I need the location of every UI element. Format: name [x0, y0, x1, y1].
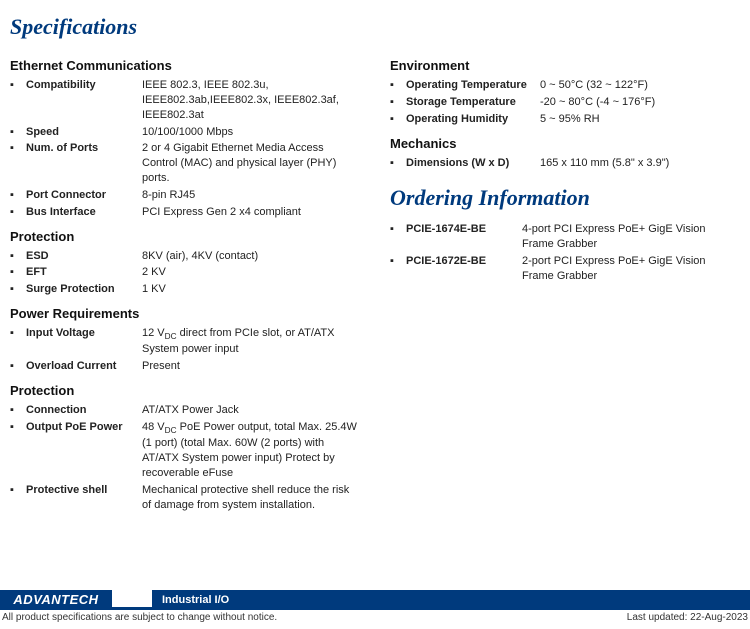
- spec-label: Bus Interface: [26, 205, 136, 220]
- spec-value: 8KV (air), 4KV (contact): [142, 249, 360, 264]
- spec-item: ▪ Dimensions (W x D) 165 x 110 mm (5.8" x …: [390, 155, 740, 172]
- bullet-icon: ▪: [10, 141, 20, 156]
- spec-label: Connection: [26, 403, 136, 418]
- spec-item: ▪ Num. of Ports 2 or 4 Gigabit Ethernet Me…: [10, 140, 360, 187]
- spec-item: ▪ EFT 2 KV: [10, 264, 360, 281]
- spec-item: ▪ Speed 10/100/1000 Mbps: [10, 124, 360, 141]
- bullet-icon: ▪: [10, 403, 20, 418]
- spec-label: Num. of Ports: [26, 141, 136, 156]
- ethernet-list: ▪ Compatibility IEEE 802.3, IEEE 802.3u, I…: [10, 77, 360, 221]
- spec-label: PCIE-1674E-BE: [406, 222, 516, 237]
- footer-category: Industrial I/O: [152, 590, 750, 610]
- bullet-icon: ▪: [390, 78, 400, 93]
- left-column: Ethernet Communications ▪ Compatibility IE…: [10, 50, 360, 520]
- bullet-icon: ▪: [10, 188, 20, 203]
- spec-item: ▪ Connection AT/ATX Power Jack: [10, 402, 360, 419]
- spec-item: ▪ Overload Current Present: [10, 358, 360, 375]
- spec-value: 12 VDC direct from PCIe slot, or AT/ATX …: [142, 326, 360, 357]
- spec-item: ▪ Compatibility IEEE 802.3, IEEE 802.3u, I…: [10, 77, 360, 124]
- spec-label: Overload Current: [26, 359, 136, 374]
- mechanics-list: ▪ Dimensions (W x D) 165 x 110 mm (5.8" x …: [390, 155, 740, 172]
- spec-value: 5 ~ 95% RH: [540, 112, 740, 127]
- spec-label: Port Connector: [26, 188, 136, 203]
- spec-item: ▪ Operating Humidity 5 ~ 95% RH: [390, 111, 740, 128]
- bullet-icon: ▪: [390, 254, 400, 269]
- spec-label: Operating Humidity: [406, 112, 534, 127]
- bullet-icon: ▪: [10, 125, 20, 140]
- spec-item: ▪ Output PoE Power 48 VDC PoE Power output…: [10, 419, 360, 482]
- power-list: ▪ Input Voltage 12 VDC direct from PCIe sl…: [10, 325, 360, 375]
- spec-value: IEEE 802.3, IEEE 802.3u, IEEE802.3ab,IEE…: [142, 78, 360, 123]
- environment-heading: Environment: [390, 58, 740, 73]
- page-footer: ADVANTECH Industrial I/O All product spe…: [0, 590, 750, 629]
- spec-label: Dimensions (W x D): [406, 156, 534, 171]
- spec-item: ▪ Operating Temperature 0 ~ 50°C (32 ~ 122…: [390, 77, 740, 94]
- spec-item: ▪ Protective shell Mechanical protective s…: [10, 482, 360, 514]
- bullet-icon: ▪: [10, 205, 20, 220]
- spec-item: ▪ Input Voltage 12 VDC direct from PCIe sl…: [10, 325, 360, 358]
- footer-gap: [112, 590, 152, 610]
- spec-value: 4-port PCI Express PoE+ GigE Vision Fram…: [522, 222, 740, 252]
- spec-value: 2-port PCI Express PoE+ GigE Vision Fram…: [522, 254, 740, 284]
- spec-label: Input Voltage: [26, 326, 136, 341]
- bullet-icon: ▪: [390, 95, 400, 110]
- spec-item: ▪ ESD 8KV (air), 4KV (contact): [10, 248, 360, 265]
- ordering-title: Ordering Information: [390, 185, 740, 211]
- spec-label: Storage Temperature: [406, 95, 534, 110]
- bullet-icon: ▪: [10, 483, 20, 498]
- spec-value: AT/ATX Power Jack: [142, 403, 360, 418]
- protection2-list: ▪ Connection AT/ATX Power Jack ▪ Output PoE …: [10, 402, 360, 513]
- spec-value: PCI Express Gen 2 x4 compliant: [142, 205, 360, 220]
- spec-value: 0 ~ 50°C (32 ~ 122°F): [540, 78, 740, 93]
- spec-value: -20 ~ 80°C (-4 ~ 176°F): [540, 95, 740, 110]
- right-column: Environment ▪ Operating Temperature 0 ~ 50…: [390, 50, 740, 520]
- protection2-heading: Protection: [10, 383, 360, 398]
- spec-value: Mechanical protective shell reduce the r…: [142, 483, 360, 513]
- spec-item: ▪ Port Connector 8-pin RJ45: [10, 187, 360, 204]
- spec-value: 165 x 110 mm (5.8" x 3.9"): [540, 156, 740, 171]
- spec-label: Speed: [26, 125, 136, 140]
- bullet-icon: ▪: [10, 249, 20, 264]
- spec-value: Present: [142, 359, 360, 374]
- spec-label: Compatibility: [26, 78, 136, 93]
- spec-item: ▪ Storage Temperature -20 ~ 80°C (-4 ~ 176…: [390, 94, 740, 111]
- bullet-icon: ▪: [390, 112, 400, 127]
- bullet-icon: ▪: [10, 265, 20, 280]
- bullet-icon: ▪: [10, 359, 20, 374]
- spec-item: ▪ Surge Protection 1 KV: [10, 281, 360, 298]
- ordering-list: ▪ PCIE-1674E-BE 4-port PCI Express PoE+ Gi…: [390, 221, 740, 284]
- environment-list: ▪ Operating Temperature 0 ~ 50°C (32 ~ 122…: [390, 77, 740, 128]
- spec-value: 10/100/1000 Mbps: [142, 125, 360, 140]
- spec-label: Protective shell: [26, 483, 136, 498]
- spec-label: EFT: [26, 265, 136, 280]
- specifications-title: Specifications: [10, 14, 740, 40]
- spec-item: ▪ PCIE-1672E-BE 2-port PCI Express PoE+ Gi…: [390, 253, 740, 285]
- bullet-icon: ▪: [10, 326, 20, 341]
- brand-logo: ADVANTECH: [0, 590, 112, 610]
- spec-label: Output PoE Power: [26, 420, 136, 435]
- bullet-icon: ▪: [10, 282, 20, 297]
- spec-label: PCIE-1672E-BE: [406, 254, 516, 269]
- bullet-icon: ▪: [390, 222, 400, 237]
- protection1-list: ▪ ESD 8KV (air), 4KV (contact) ▪ EFT 2 KV ▪ Sur…: [10, 248, 360, 299]
- spec-label: ESD: [26, 249, 136, 264]
- footer-updated: Last updated: 22-Aug-2023: [627, 612, 748, 623]
- spec-item: ▪ Bus Interface PCI Express Gen 2 x4 compl…: [10, 204, 360, 221]
- mechanics-heading: Mechanics: [390, 136, 740, 151]
- spec-value: 2 KV: [142, 265, 360, 280]
- bullet-icon: ▪: [10, 78, 20, 93]
- protection1-heading: Protection: [10, 229, 360, 244]
- spec-label: Surge Protection: [26, 282, 136, 297]
- spec-value: 1 KV: [142, 282, 360, 297]
- footer-disclaimer: All product specifications are subject t…: [2, 612, 277, 623]
- spec-value: 48 VDC PoE Power output, total Max. 25.4…: [142, 420, 360, 481]
- bullet-icon: ▪: [10, 420, 20, 435]
- spec-label: Operating Temperature: [406, 78, 534, 93]
- ethernet-heading: Ethernet Communications: [10, 58, 360, 73]
- spec-value: 2 or 4 Gigabit Ethernet Media Access Con…: [142, 141, 360, 186]
- bullet-icon: ▪: [390, 156, 400, 171]
- power-heading: Power Requirements: [10, 306, 360, 321]
- spec-value: 8-pin RJ45: [142, 188, 360, 203]
- spec-item: ▪ PCIE-1674E-BE 4-port PCI Express PoE+ Gi…: [390, 221, 740, 253]
